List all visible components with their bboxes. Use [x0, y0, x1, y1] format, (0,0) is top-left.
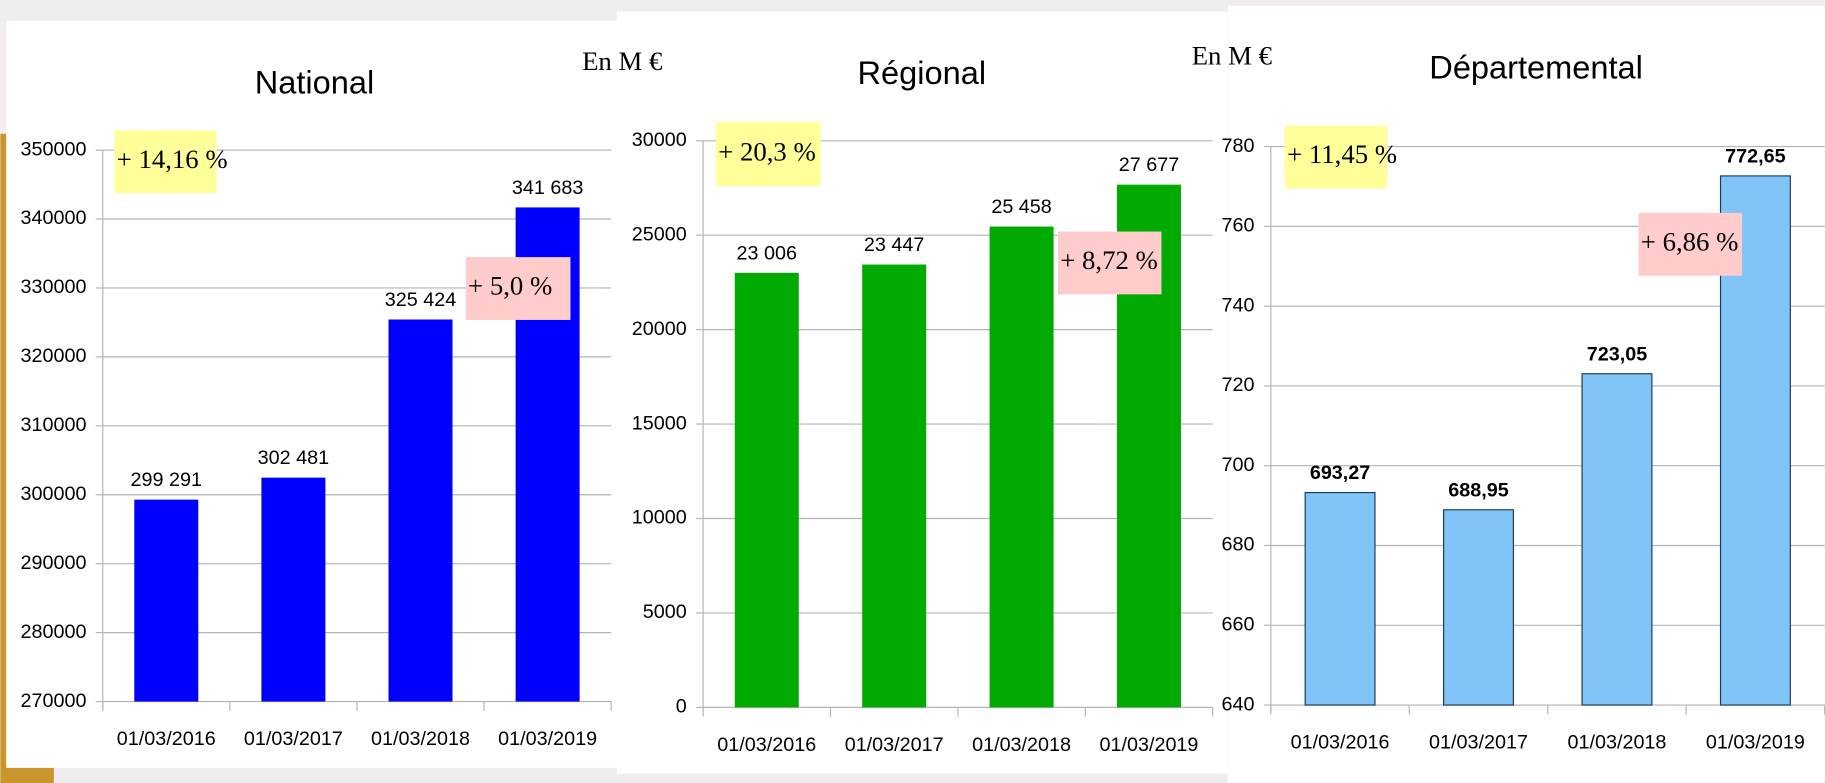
value-label: 299 291 [131, 469, 202, 491]
bar [1581, 373, 1653, 706]
y-tick-label: 310000 [20, 414, 86, 436]
chart-title: Régional [858, 55, 987, 91]
x-tick-label: 01/03/2017 [1429, 732, 1528, 754]
y-tick-label: 0 [676, 696, 687, 718]
x-tick-label: 01/03/2016 [1291, 732, 1390, 754]
y-tick-label: 780 [1222, 135, 1255, 157]
annotation: + 8,72 % [1060, 245, 1158, 275]
bar [862, 264, 927, 708]
bar [134, 499, 199, 702]
x-tick-label: 01/03/2018 [1567, 732, 1666, 754]
bar [1443, 509, 1515, 706]
value-label: 341 683 [512, 177, 583, 199]
y-tick-label: 640 [1222, 693, 1255, 715]
value-label: 23 447 [864, 234, 924, 256]
x-tick-label: 01/03/2019 [498, 728, 597, 750]
value-label: 27 677 [1119, 154, 1179, 176]
bar [388, 319, 453, 702]
annotation: + 11,45 % [1287, 139, 1397, 169]
unit-label: En M € [1192, 40, 1272, 70]
chart-title: National [255, 65, 374, 101]
y-tick-label: 660 [1222, 613, 1255, 635]
x-tick-label: 01/03/2018 [972, 734, 1071, 756]
annotation: + 14,16 % [117, 144, 228, 174]
y-tick-label: 30000 [632, 129, 687, 151]
value-label: 25 458 [991, 196, 1051, 218]
annotation-box [114, 130, 217, 194]
bar [261, 477, 326, 702]
value-label: 723,05 [1587, 343, 1647, 365]
y-tick-label: 700 [1222, 454, 1255, 476]
x-tick-label: 01/03/2016 [717, 734, 816, 756]
y-tick-label: 720 [1222, 374, 1255, 396]
x-tick-label: 01/03/2019 [1706, 732, 1805, 754]
value-label: 23 006 [737, 242, 797, 264]
y-tick-label: 760 [1222, 215, 1255, 237]
y-tick-label: 340000 [20, 207, 86, 229]
value-label: 693,27 [1310, 462, 1370, 484]
annotation: + 20,3 % [718, 136, 816, 166]
annotation-box [715, 122, 821, 187]
y-tick-label: 320000 [20, 345, 86, 367]
y-tick-label: 280000 [20, 621, 86, 643]
annotation-box [1057, 231, 1162, 295]
y-tick-label: 270000 [20, 690, 86, 712]
y-tick-label: 300000 [20, 483, 86, 505]
unit-label: En M € [582, 46, 662, 76]
value-label: 772,65 [1725, 146, 1785, 168]
bar [1304, 491, 1376, 706]
y-tick-label: 5000 [643, 601, 687, 623]
x-tick-label: 01/03/2019 [1100, 734, 1199, 756]
y-tick-label: 330000 [20, 276, 86, 298]
y-tick-label: 15000 [632, 412, 687, 434]
bar [989, 226, 1054, 708]
x-tick-label: 01/03/2017 [244, 728, 343, 750]
y-tick-label: 290000 [20, 552, 86, 574]
y-tick-label: 20000 [632, 318, 687, 340]
annotation-box [1284, 125, 1388, 189]
y-tick-label: 10000 [632, 507, 687, 529]
y-tick-label: 680 [1222, 534, 1255, 556]
annotation: + 5,0 % [468, 271, 552, 301]
chart-title: Départemental [1429, 49, 1643, 85]
annotation-box [1638, 212, 1743, 276]
annotation: + 6,86 % [1641, 226, 1739, 256]
value-label: 302 481 [258, 447, 329, 469]
value-label: 325 424 [385, 289, 456, 311]
annotation-box [465, 257, 571, 320]
bar [734, 272, 799, 708]
value-label: 688,95 [1448, 479, 1508, 501]
x-tick-label: 01/03/2017 [845, 734, 944, 756]
x-tick-label: 01/03/2016 [117, 728, 216, 750]
x-tick-label: 01/03/2018 [371, 728, 470, 750]
y-tick-label: 740 [1222, 294, 1255, 316]
y-tick-label: 350000 [20, 138, 86, 160]
y-tick-label: 25000 [632, 223, 687, 245]
